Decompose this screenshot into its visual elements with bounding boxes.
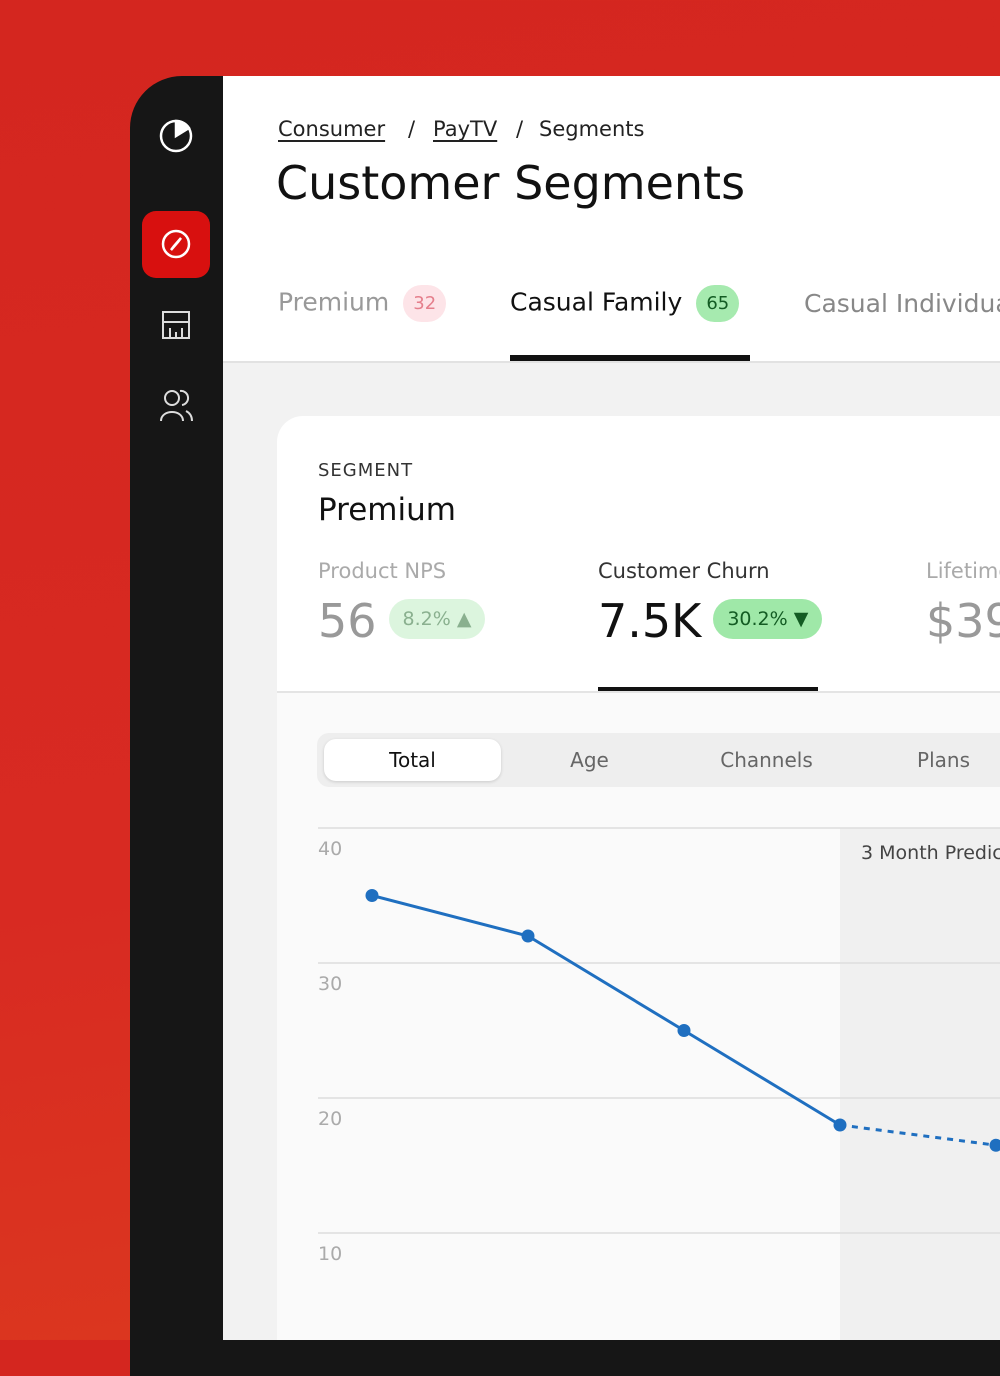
page: Consumer / PayTV / Segments Customer Seg… [0, 0, 1000, 1340]
view-option[interactable]: Age [501, 733, 678, 787]
chart: 3 Month Prediction 10 20 30 40 [277, 800, 1000, 1340]
breadcrumb-current: Segments [539, 117, 644, 141]
tab-active[interactable]: Casual Family 65 [510, 285, 739, 322]
point [678, 1024, 691, 1037]
metric-value: 7.5K [598, 594, 701, 648]
view-switch: Total Age Channels Plans [317, 733, 1000, 787]
nav-people[interactable] [161, 391, 192, 421]
metric-label: Lifetime [926, 559, 1000, 583]
y-tick-label: 20 [318, 1108, 342, 1130]
change-text: 8.2% [403, 608, 451, 630]
point [366, 889, 379, 902]
tab-label: Casual Family [510, 288, 682, 317]
metric-change: 30.2% ▼ [713, 599, 822, 639]
tab-label: Casual Individual [804, 289, 1000, 318]
eyebrow: SEGMENT [318, 460, 413, 481]
metric[interactable]: 7.5K 30.2% ▼ [598, 594, 822, 648]
sidebar-icons [130, 76, 223, 476]
breadcrumb-separator: / [516, 117, 523, 141]
metric-label: Product NPS [318, 559, 446, 583]
tab-label: Premium [278, 288, 389, 317]
tab-underline [510, 355, 750, 361]
breadcrumb-link[interactable]: Consumer [278, 117, 385, 141]
change-text: 30.2% [727, 608, 787, 630]
tab[interactable]: Casual Individual [804, 289, 1000, 318]
nav-dashboard[interactable] [163, 312, 189, 338]
breadcrumb-separator: / [408, 117, 415, 141]
view-option[interactable]: Plans [855, 733, 1000, 787]
segment-name: Premium [318, 492, 456, 528]
view-option[interactable]: Total [324, 733, 501, 787]
metric[interactable]: 56 8.2% ▲ [318, 594, 485, 648]
tab-count: 32 [403, 285, 446, 322]
y-tick-label: 10 [318, 1243, 342, 1265]
metric-label: Customer Churn [598, 559, 770, 583]
y-tick-label: 30 [318, 973, 342, 995]
page-title: Customer Segments [276, 156, 745, 210]
line [372, 896, 840, 1126]
y-tick-label: 40 [318, 838, 342, 860]
point [834, 1119, 847, 1132]
tab[interactable]: Premium 32 [278, 285, 446, 322]
prediction-area [840, 828, 1000, 1340]
metric-value: 56 [318, 594, 377, 648]
breadcrumb-link[interactable]: PayTV [433, 117, 497, 141]
metric[interactable]: $39 [926, 594, 1000, 648]
tab-count: 65 [696, 285, 739, 322]
metric-change: 8.2% ▲ [389, 599, 486, 639]
header: Consumer / PayTV / Segments Customer Seg… [223, 76, 1000, 363]
point [522, 930, 535, 943]
metric-value: $39 [926, 594, 1000, 648]
annotation: 3 Month Prediction [861, 842, 1000, 864]
view-option[interactable]: Channels [678, 733, 855, 787]
